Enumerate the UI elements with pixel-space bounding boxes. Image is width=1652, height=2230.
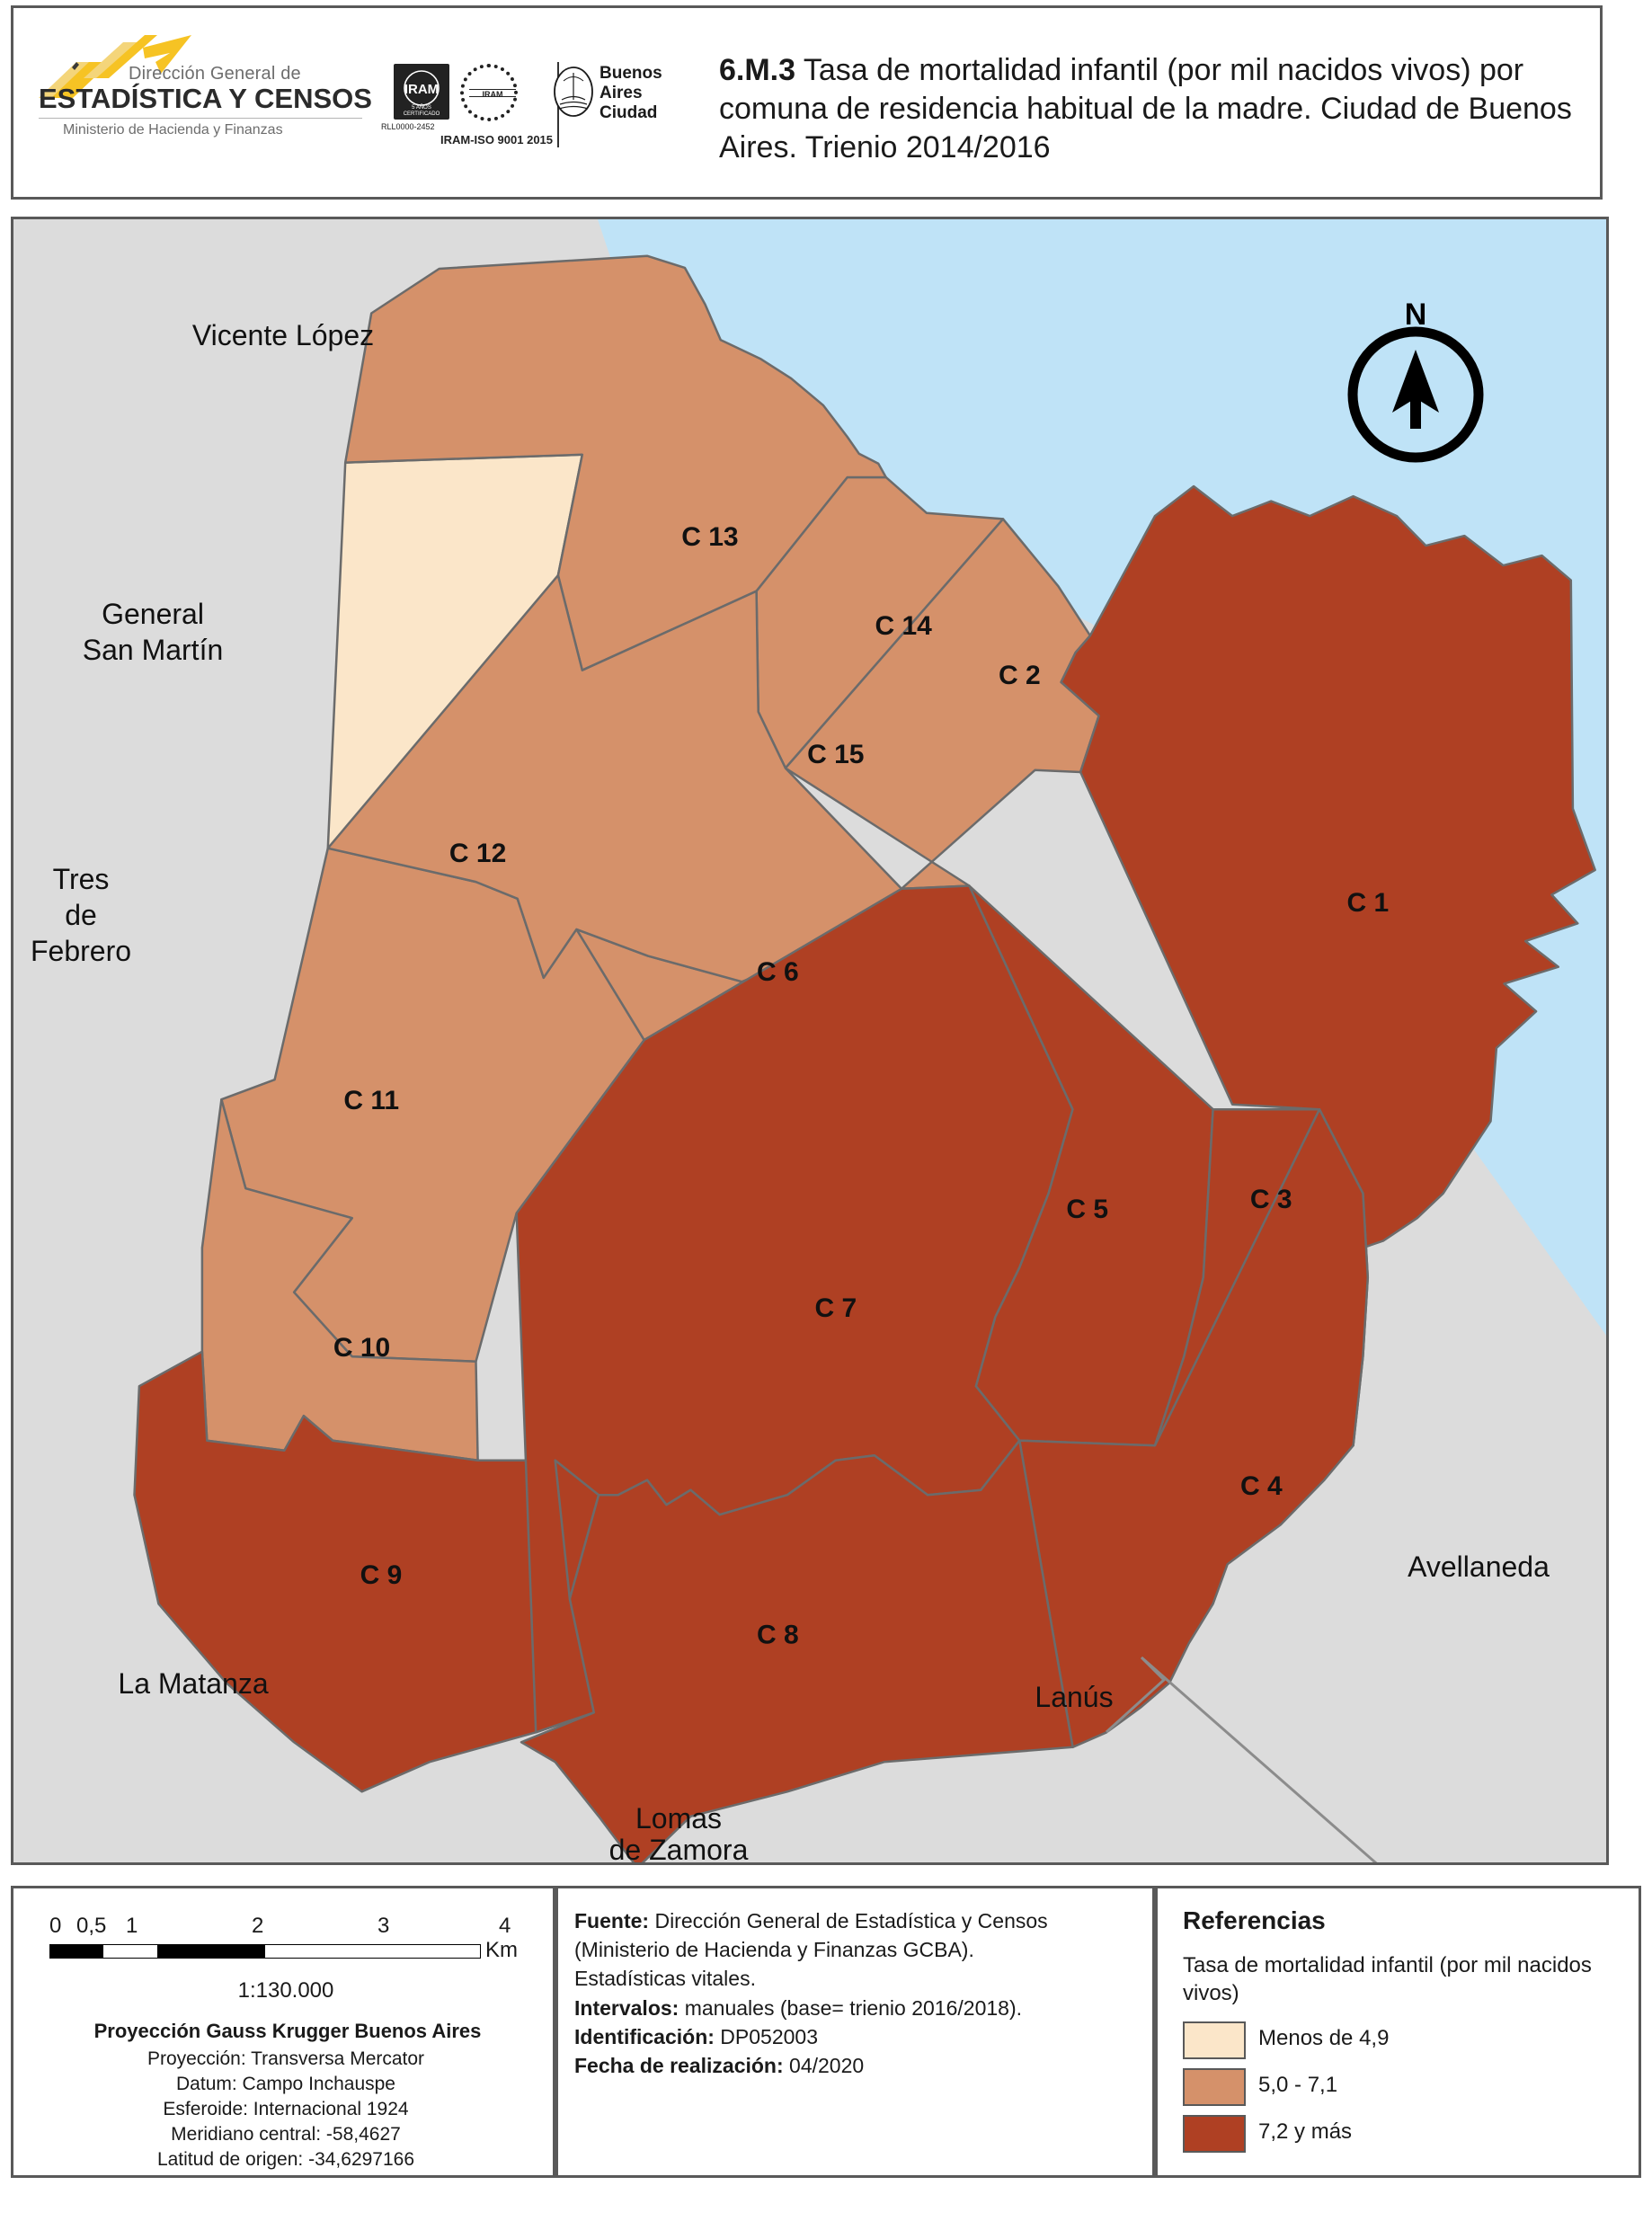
- svg-text:C 5: C 5: [1066, 1195, 1108, 1224]
- svg-text:C 1: C 1: [1346, 888, 1389, 918]
- svg-text:C 13: C 13: [681, 522, 738, 552]
- svg-text:C 6: C 6: [757, 957, 799, 987]
- svg-text:C 15: C 15: [807, 740, 864, 769]
- svg-text:de: de: [65, 899, 97, 931]
- svg-text:General: General: [102, 598, 204, 630]
- svg-text:Vicente López: Vicente López: [192, 319, 374, 351]
- svg-text:C 14: C 14: [875, 611, 933, 641]
- svg-text:C 3: C 3: [1250, 1185, 1292, 1214]
- svg-text:C 4: C 4: [1240, 1471, 1283, 1501]
- svg-text:IRAM: IRAM: [404, 82, 439, 97]
- svg-text:Lanús: Lanús: [1035, 1681, 1113, 1713]
- svg-text:de Zamora: de Zamora: [609, 1834, 749, 1865]
- svg-text:C 11: C 11: [343, 1086, 399, 1115]
- svg-text:La Matanza: La Matanza: [118, 1667, 268, 1700]
- svg-text:Lomas: Lomas: [635, 1802, 722, 1835]
- svg-text:C 9: C 9: [360, 1560, 403, 1590]
- svg-text:Avellaneda: Avellaneda: [1408, 1550, 1550, 1583]
- svg-text:N: N: [1405, 298, 1427, 332]
- svg-text:C 2: C 2: [999, 661, 1041, 690]
- svg-text:C 12: C 12: [449, 839, 506, 868]
- svg-text:C 8: C 8: [757, 1620, 799, 1649]
- svg-text:C 10: C 10: [333, 1333, 390, 1363]
- svg-text:C 7: C 7: [814, 1293, 857, 1323]
- svg-text:San Martín: San Martín: [83, 634, 224, 666]
- svg-text:Tres: Tres: [53, 863, 110, 895]
- svg-text:Febrero: Febrero: [31, 935, 131, 967]
